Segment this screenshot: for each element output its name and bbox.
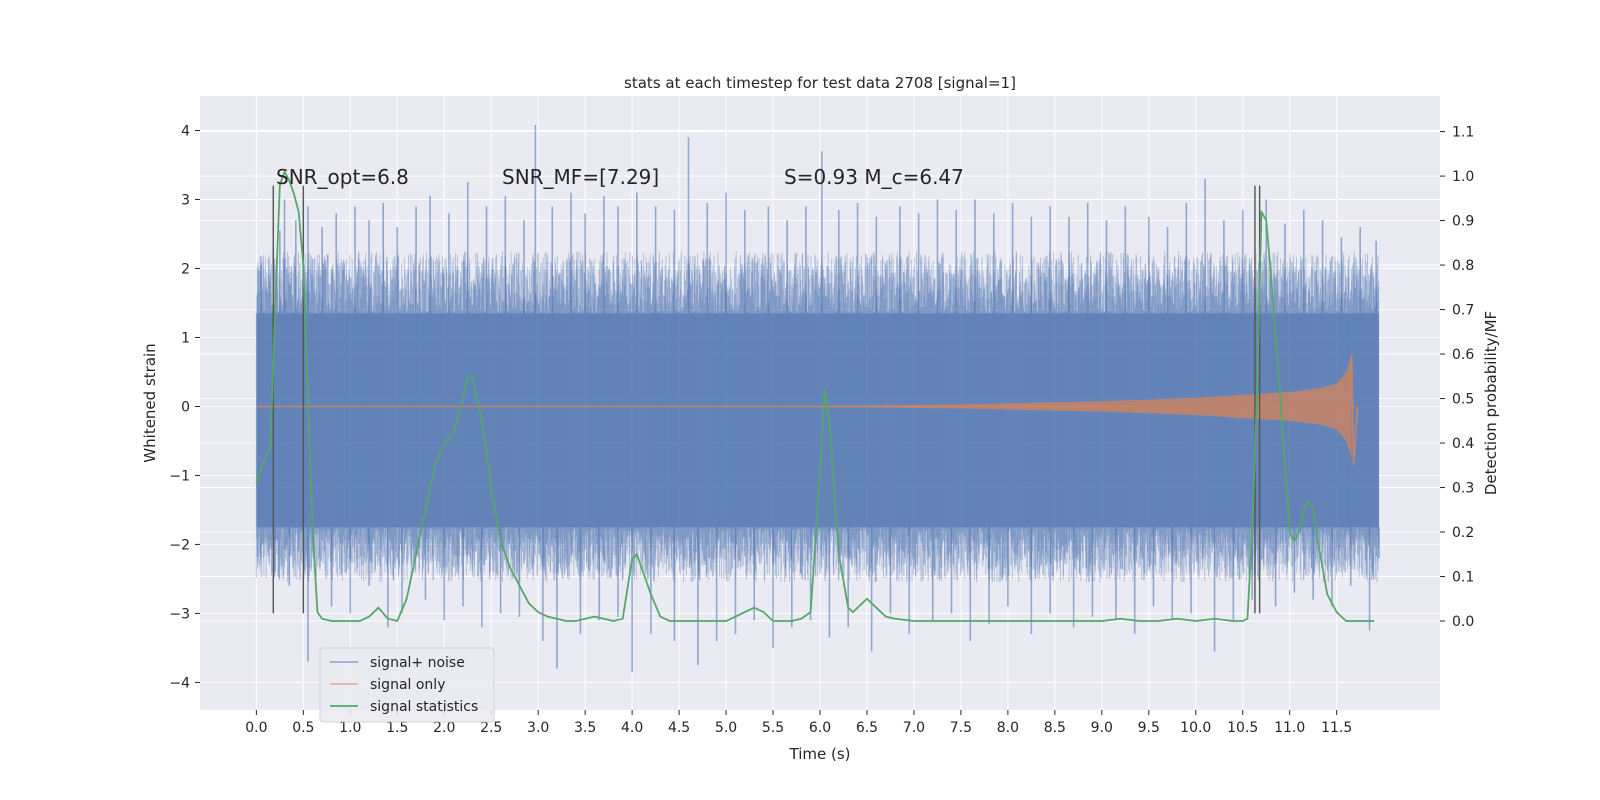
x-tick-label: 0.0	[245, 720, 267, 736]
y-left-tick-label: −4	[169, 675, 190, 691]
x-tick-label: 2.0	[433, 720, 455, 736]
y-right-axis-label: Detection probability/MF	[1482, 311, 1500, 495]
y-right-tick-label: 0.4	[1452, 436, 1474, 452]
x-tick-label: 4.5	[668, 720, 690, 736]
x-tick-label: 2.5	[480, 720, 502, 736]
y-left-axis-ticks: 4 3 2 1 0 −1 −2 −3 −4	[169, 123, 200, 691]
x-tick-label: 9.5	[1138, 720, 1160, 736]
x-tick-label: 10.0	[1180, 720, 1211, 736]
y-right-axis-ticks: 1.1 1.0 0.9 0.8 0.7 0.6 0.5 0.4 0.3 0.2 0.1 0.0	[1440, 125, 1474, 630]
x-tick-label: 3.5	[574, 720, 596, 736]
y-right-tick-label: 1.1	[1452, 125, 1474, 141]
x-tick-label: 7.0	[903, 720, 925, 736]
y-left-tick-label: 1	[181, 330, 190, 346]
series-signal-statistics	[255, 170, 1375, 622]
x-tick-label: 5.0	[715, 720, 737, 736]
legend-label-signal-statistics: signal statistics	[370, 699, 478, 715]
y-right-tick-label: 0.3	[1452, 481, 1474, 497]
annotation-snr-opt: SNR_opt=6.8	[276, 165, 409, 189]
legend: signal+ noise signal only signal statist…	[319, 647, 495, 723]
y-left-tick-label: −1	[169, 468, 190, 484]
y-right-tick-label: 0.5	[1452, 392, 1474, 408]
x-tick-label: 1.5	[386, 720, 408, 736]
y-left-tick-label: −3	[169, 606, 190, 622]
x-tick-label: 1.0	[339, 720, 361, 736]
y-right-tick-label: 0.0	[1452, 614, 1474, 630]
x-axis-ticks: 0.0 0.5 1.0 1.5 2.0 2.5 3.0 3.5 4.0 4.5 5.0 5.5 6.0 6…	[245, 710, 1352, 736]
y-left-tick-label: −2	[169, 537, 190, 553]
x-tick-label: 8.5	[1044, 720, 1066, 736]
x-tick-label: 6.0	[809, 720, 831, 736]
y-right-tick-label: 0.6	[1452, 347, 1474, 363]
x-tick-label: 11.0	[1274, 720, 1305, 736]
y-right-tick-label: 1.0	[1452, 169, 1474, 185]
y-right-tick-label: 0.9	[1452, 214, 1474, 230]
y-left-tick-label: 2	[181, 261, 190, 277]
y-left-tick-label: 4	[181, 123, 190, 139]
y-right-tick-label: 0.1	[1452, 570, 1474, 586]
y-left-tick-label: 3	[181, 192, 190, 208]
x-tick-label: 5.5	[762, 720, 784, 736]
legend-box	[319, 647, 495, 723]
x-tick-label: 6.5	[856, 720, 878, 736]
x-tick-label: 0.5	[292, 720, 314, 736]
x-tick-label: 11.5	[1321, 720, 1352, 736]
y-right-tick-label: 0.7	[1452, 303, 1474, 319]
signal-statistics-line	[255, 170, 1375, 622]
legend-label-signal-noise: signal+ noise	[370, 655, 465, 671]
annotation-s-mc: S=0.93 M_c=6.47	[784, 165, 964, 189]
x-tick-label: 3.0	[527, 720, 549, 736]
signal-only-tail	[1350, 354, 1359, 466]
annotation-snr-mf: SNR_MF=[7.29]	[502, 165, 659, 189]
y-left-tick-label: 0	[181, 399, 190, 415]
x-axis-label: Time (s)	[789, 745, 851, 763]
chart-title: stats at each timestep for test data 270…	[624, 74, 1016, 92]
y-left-axis-label: Whitened strain	[141, 343, 159, 462]
series-signal-only	[256, 354, 1359, 466]
x-tick-label: 4.0	[621, 720, 643, 736]
y-right-tick-label: 0.8	[1452, 258, 1474, 274]
y-right-tick-label: 0.2	[1452, 525, 1474, 541]
legend-label-signal-only: signal only	[370, 677, 445, 693]
x-tick-label: 10.5	[1227, 720, 1258, 736]
x-tick-label: 7.5	[950, 720, 972, 736]
x-tick-label: 8.0	[997, 720, 1019, 736]
noise-core-band	[256, 313, 1379, 528]
x-tick-label: 9.0	[1091, 720, 1113, 736]
